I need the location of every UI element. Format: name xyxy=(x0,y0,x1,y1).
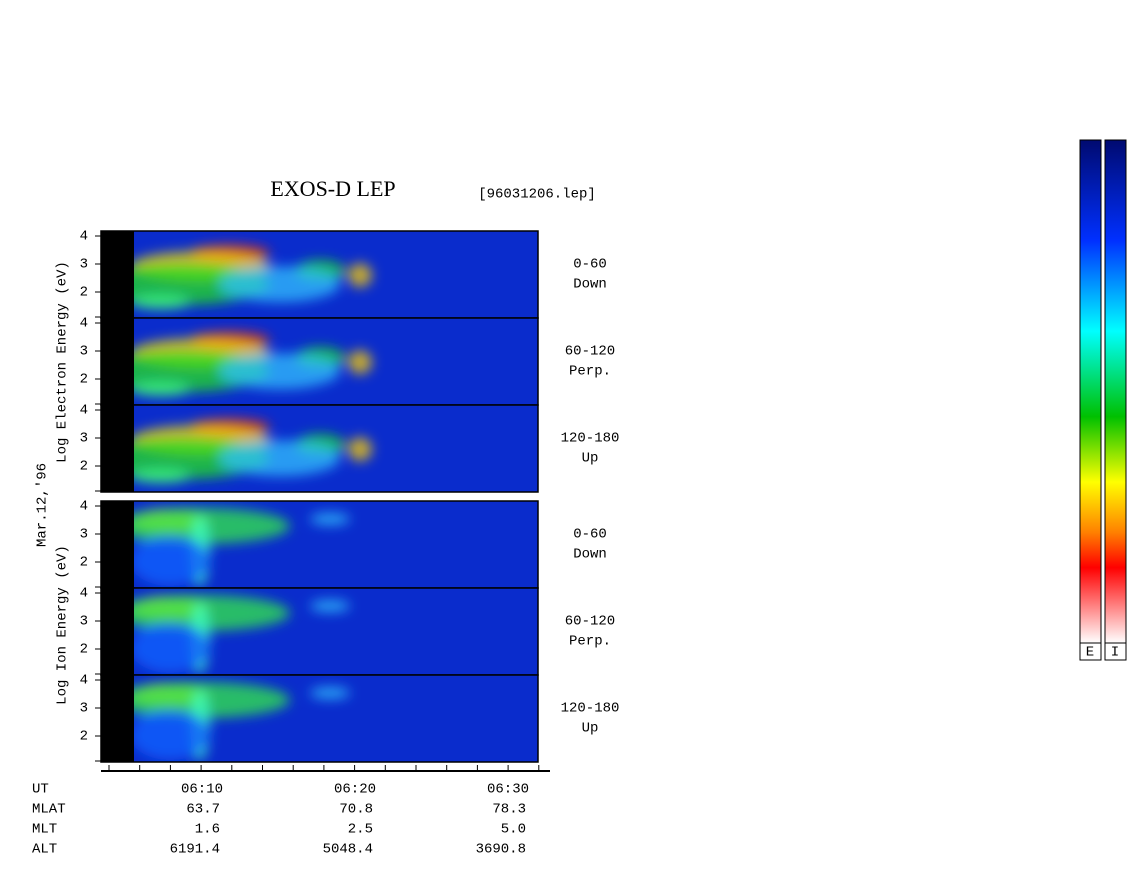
colorbar-label-box xyxy=(1104,642,1127,661)
y-tick-label: 3 xyxy=(80,614,88,630)
feature xyxy=(220,440,340,477)
row-value: 63.7 xyxy=(186,802,220,818)
y-tick-label: 4 xyxy=(80,229,88,245)
row-value: 78.3 xyxy=(492,802,526,818)
feature xyxy=(310,600,350,612)
y-tick-label: 2 xyxy=(80,459,88,475)
row-value: 06:30 xyxy=(487,782,529,798)
feature xyxy=(310,513,350,525)
spectrogram-features xyxy=(134,508,350,586)
y-axis-label: Log Electron Energy (eV) xyxy=(55,261,71,463)
feature xyxy=(134,623,210,673)
spectrogram-features xyxy=(134,331,372,397)
panel-angle: 0-60 xyxy=(573,257,607,273)
row-label: UT xyxy=(32,782,49,798)
feature xyxy=(348,350,372,375)
feature xyxy=(134,508,290,544)
panel-direction: Up xyxy=(582,451,599,467)
row-label: MLAT xyxy=(32,802,66,818)
file-name: [96031206.lep] xyxy=(478,187,596,203)
feature xyxy=(134,595,290,631)
panel-direction: Down xyxy=(573,277,607,293)
feature xyxy=(348,263,372,288)
colorbar xyxy=(1104,139,1127,644)
colorbar-label-box xyxy=(1079,642,1102,661)
row-value: 70.8 xyxy=(339,802,373,818)
row-value: 1.6 xyxy=(195,822,220,838)
y-tick-label: 3 xyxy=(80,344,88,360)
y-tick-label: 2 xyxy=(80,729,88,745)
spectrogram-features xyxy=(134,244,372,310)
row-value: 06:10 xyxy=(181,782,223,798)
colorbar-label: E xyxy=(1086,645,1094,661)
y-tick-label: 2 xyxy=(80,285,88,301)
panel-angle: 120-180 xyxy=(561,431,620,447)
panel-direction: Up xyxy=(582,721,599,737)
y-tick-label: 4 xyxy=(80,673,88,689)
row-value: 3690.8 xyxy=(476,842,526,858)
colorbar-label: I xyxy=(1111,645,1119,661)
feature xyxy=(310,687,350,699)
y-tick-label: 4 xyxy=(80,316,88,332)
feature xyxy=(134,382,190,397)
row-value: 2.5 xyxy=(348,822,373,838)
colorbar xyxy=(1079,139,1102,644)
y-tick-label: 4 xyxy=(80,403,88,419)
feature xyxy=(348,437,372,462)
date-label: Mar.12,'96 xyxy=(35,463,51,547)
chart-title: EXOS-D LEP xyxy=(270,176,395,201)
panel-border xyxy=(100,674,539,763)
y-tick-label: 3 xyxy=(80,527,88,543)
y-tick-label: 2 xyxy=(80,642,88,658)
panel-direction: Down xyxy=(573,547,607,563)
spectrogram-features xyxy=(134,595,350,673)
panel-direction: Perp. xyxy=(569,634,611,650)
feature xyxy=(134,682,290,718)
row-value: 5048.4 xyxy=(323,842,373,858)
y-tick-label: 4 xyxy=(80,499,88,515)
y-tick-label: 2 xyxy=(80,372,88,388)
panel-angle: 0-60 xyxy=(573,527,607,543)
panel-angle: 60-120 xyxy=(565,344,615,360)
y-tick-label: 3 xyxy=(80,257,88,273)
feature xyxy=(134,469,190,484)
row-value: 5.0 xyxy=(501,822,526,838)
feature xyxy=(134,295,190,310)
panel-border xyxy=(100,404,539,493)
spectrogram-features xyxy=(134,418,372,484)
spectrogram-features xyxy=(134,682,350,760)
row-label: MLT xyxy=(32,822,57,838)
panel-angle: 60-120 xyxy=(565,614,615,630)
panel-direction: Perp. xyxy=(569,364,611,380)
row-value: 6191.4 xyxy=(170,842,220,858)
feature xyxy=(220,266,340,303)
y-tick-label: 3 xyxy=(80,701,88,717)
feature xyxy=(134,710,210,760)
feature xyxy=(220,353,340,390)
y-tick-label: 4 xyxy=(80,586,88,602)
y-tick-label: 2 xyxy=(80,555,88,571)
y-axis-label: Log Ion Energy (eV) xyxy=(55,545,71,705)
feature xyxy=(134,536,210,586)
row-label: ALT xyxy=(32,842,57,858)
y-tick-label: 3 xyxy=(80,431,88,447)
row-value: 06:20 xyxy=(334,782,376,798)
panel-angle: 120-180 xyxy=(561,701,620,717)
